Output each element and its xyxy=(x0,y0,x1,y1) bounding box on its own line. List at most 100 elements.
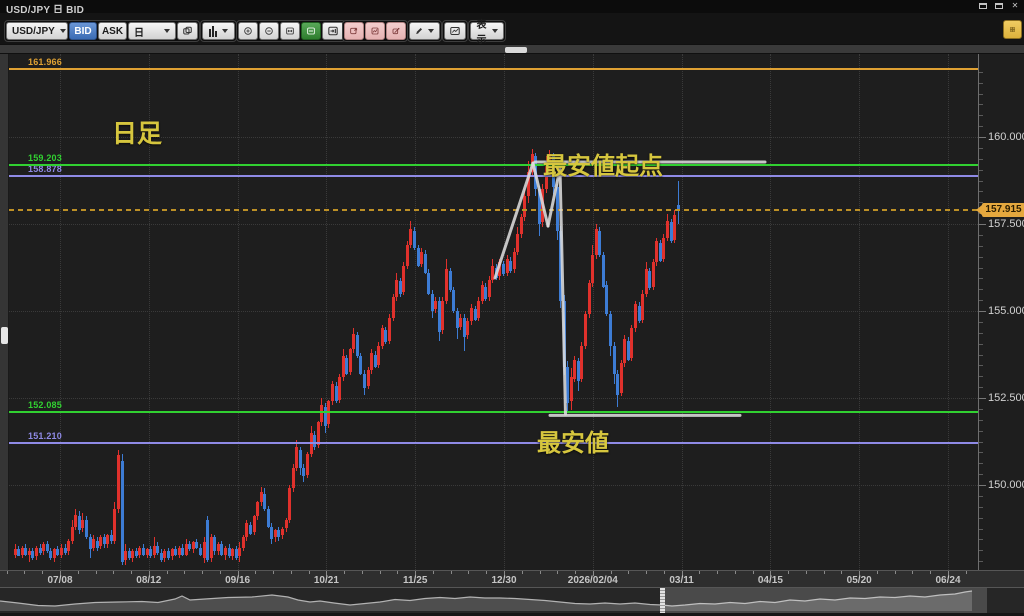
candle xyxy=(345,357,349,374)
ask-button[interactable]: ASK xyxy=(98,22,127,40)
price-line-157.915[interactable] xyxy=(9,208,978,211)
candle xyxy=(99,537,103,546)
horizontal-gridline xyxy=(9,311,978,312)
date-axis[interactable]: 07/08 08/12 09/16 10/21 11/25 12/30 2026/02/04… xyxy=(0,570,1024,588)
overview-navigator[interactable] xyxy=(0,588,1024,613)
y-axis-label: 155.000 xyxy=(988,305,1024,317)
jump-to-latest-button[interactable] xyxy=(322,22,344,40)
layout-grid-button[interactable] xyxy=(1003,20,1022,39)
candle xyxy=(452,290,456,311)
candle xyxy=(231,549,235,557)
candle xyxy=(523,196,527,218)
navigator-view-overlay[interactable] xyxy=(663,588,987,613)
date-major-tick xyxy=(237,571,239,576)
axis-minor-tick xyxy=(979,93,983,95)
axis-minor-tick xyxy=(979,474,983,476)
popout-chart-button[interactable] xyxy=(344,22,364,40)
navigator-handle[interactable] xyxy=(660,588,665,613)
candle xyxy=(430,293,434,311)
candle xyxy=(416,248,420,266)
candle xyxy=(380,328,384,346)
candle xyxy=(220,544,224,555)
horizontal-gridline xyxy=(9,137,978,138)
vertical-gridline xyxy=(592,54,594,570)
price-line-159.203[interactable] xyxy=(9,163,978,166)
vertical-scrollbar-thumb[interactable] xyxy=(1,327,8,344)
candlestick-plot[interactable]: 日足 最安値起点 最安値 161.966 159.203 158.878 152.08… xyxy=(9,54,978,570)
candle xyxy=(159,552,163,560)
close-button[interactable]: ✕ xyxy=(1011,1,1019,10)
candle xyxy=(477,300,481,318)
candle xyxy=(127,551,131,559)
zoom-out-button[interactable] xyxy=(259,22,279,40)
chart-window-button[interactable] xyxy=(365,22,385,40)
fit-vertical-button[interactable] xyxy=(301,22,321,40)
date-minor-tick xyxy=(379,571,381,574)
trendline[interactable] xyxy=(493,161,535,280)
chevron-down-icon xyxy=(59,29,66,33)
candle xyxy=(598,230,602,256)
candle xyxy=(113,509,117,541)
maximize-button[interactable] xyxy=(994,1,1004,10)
date-minor-tick xyxy=(575,571,577,574)
chart-type-button[interactable] xyxy=(202,22,235,40)
draw-pen-icon xyxy=(416,28,422,34)
candle xyxy=(95,540,99,548)
candle xyxy=(238,547,242,557)
candle xyxy=(669,222,673,242)
candle xyxy=(387,317,391,341)
candle xyxy=(480,284,484,301)
period-select[interactable]: 日 xyxy=(128,22,176,40)
price-line-151.21[interactable] xyxy=(9,441,978,444)
window-title: USD/JPY 日 BID xyxy=(6,5,84,16)
date-minor-tick xyxy=(646,571,648,574)
candle xyxy=(248,525,252,534)
vertical-scrollbar[interactable] xyxy=(0,54,9,570)
overlay-chart-button[interactable] xyxy=(444,22,466,40)
symbol-select[interactable]: USD/JPY xyxy=(6,22,68,40)
candle xyxy=(623,338,627,364)
date-minor-tick xyxy=(361,571,363,574)
zoom-in-button[interactable] xyxy=(238,22,258,40)
fit-horizontal-button[interactable] xyxy=(280,22,300,40)
price-line-161.966[interactable] xyxy=(9,67,978,70)
price-line-158.878[interactable] xyxy=(9,175,978,178)
candle xyxy=(594,229,598,256)
candle xyxy=(256,502,260,517)
candle xyxy=(644,269,648,294)
bid-button[interactable]: BID xyxy=(69,22,97,40)
candle xyxy=(559,230,563,301)
price-axis[interactable]: 160.000 157.500 155.000 152.500 150.000 157.9… xyxy=(976,54,1024,570)
trendline[interactable] xyxy=(531,161,550,228)
axis-minor-tick xyxy=(979,300,983,302)
date-minor-tick xyxy=(468,571,470,574)
candle xyxy=(591,255,595,284)
display-menu-button[interactable]: 表示 xyxy=(470,20,504,46)
splitter-handle[interactable] xyxy=(505,47,527,53)
trendline-drawings[interactable] xyxy=(9,54,978,570)
axis-minor-tick xyxy=(979,408,983,410)
candle xyxy=(277,530,281,538)
minimize-button[interactable] xyxy=(978,1,988,10)
candle xyxy=(202,542,206,559)
candle xyxy=(537,189,541,224)
candle xyxy=(281,528,285,536)
candle xyxy=(473,309,477,320)
compare-chart-button[interactable] xyxy=(177,22,198,40)
chart-area[interactable]: 日足 最安値起点 最安値 161.966 159.203 158.878 152.08… xyxy=(0,54,1024,570)
vertical-gridline xyxy=(681,54,683,570)
pane-splitter[interactable] xyxy=(0,44,1024,54)
candle xyxy=(177,547,181,555)
chart-link-button[interactable] xyxy=(386,22,406,40)
candle xyxy=(124,551,128,560)
axis-minor-tick xyxy=(979,539,983,541)
price-line-152.085[interactable] xyxy=(9,411,978,414)
candle xyxy=(398,281,402,294)
draw-pen-button[interactable] xyxy=(409,22,440,40)
axis-minor-tick xyxy=(979,517,983,519)
trendline[interactable] xyxy=(546,166,562,228)
trendline[interactable] xyxy=(558,166,567,416)
candle xyxy=(245,523,249,538)
candle xyxy=(662,237,666,259)
axis-minor-tick xyxy=(979,202,983,204)
